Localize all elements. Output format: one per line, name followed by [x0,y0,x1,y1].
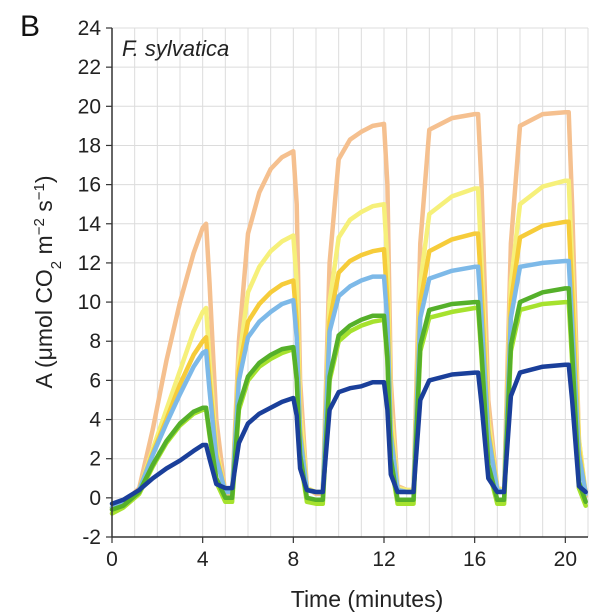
y-tick-label: 14 [78,213,102,236]
y-tick-label: 0 [89,487,101,510]
y-tick-label: 18 [78,134,101,157]
y-tick-label: 2 [89,448,101,471]
x-tick-label: 20 [554,548,577,571]
y-tick-label: 6 [89,369,101,392]
y-tick-label: 8 [89,330,101,353]
axes [106,27,588,543]
panel-label: B [20,10,40,43]
y-tick-label: 22 [78,56,101,79]
x-tick-label: 0 [106,548,118,571]
y-tick-label: -2 [82,526,101,549]
series-line-7 [109,362,588,506]
y-axis-label: A (μmol CO2 m−2 s−1) [31,175,65,388]
y-tick-label: 12 [78,252,101,275]
x-axis-label: Time (minutes) [291,586,444,612]
y-tick-label: 4 [89,409,101,432]
y-tick-label: 24 [78,17,102,40]
series-line-1 [109,109,588,512]
y-tick-label: 20 [78,95,101,118]
x-tick-label: 8 [287,548,299,571]
x-tick-label: 16 [463,548,486,571]
x-tick-label: 4 [197,548,209,571]
x-tick-label: 12 [372,548,395,571]
series-line-6 [109,286,588,512]
y-tick-label: 16 [78,174,101,197]
data-series-group [109,109,588,516]
y-tick-label: 10 [78,291,101,314]
species-annotation: F. sylvatica [122,36,229,61]
